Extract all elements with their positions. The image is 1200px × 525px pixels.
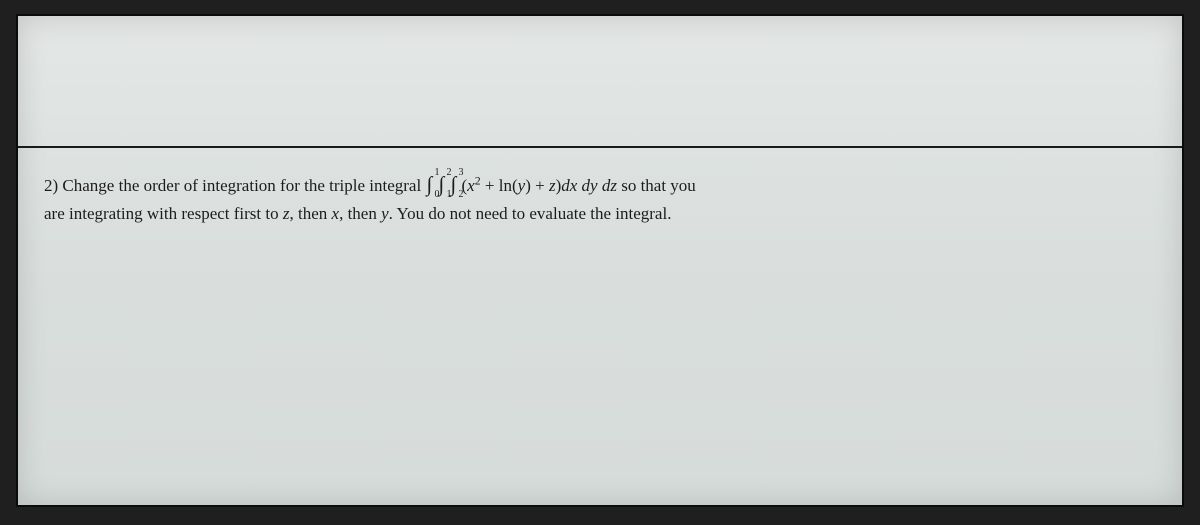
- line2-part-b: . You do not need to evaluate the integr…: [389, 204, 672, 223]
- inner-upper-limit: 3: [458, 165, 463, 181]
- question-lead-in: Change the order of integration for the …: [62, 176, 421, 195]
- inner-lower-limit: 2: [458, 187, 463, 203]
- integral-symbol-icon: ∫: [426, 172, 432, 196]
- then-1: , then: [290, 204, 328, 223]
- question-content: 2) Change the order of integration for t…: [18, 148, 1182, 227]
- integrand: (x2 + ln(y) + z)dx dy dz: [461, 176, 616, 195]
- integral-symbol-icon: ∫: [438, 172, 444, 196]
- then-2: , then: [339, 204, 377, 223]
- var-z: z: [283, 204, 290, 223]
- question-line-1: 2) Change the order of integration for t…: [44, 168, 1156, 201]
- var-y: y: [381, 204, 389, 223]
- integral-middle: ∫ 1 2: [438, 168, 444, 201]
- line2-part-a: are integrating with respect first to: [44, 204, 279, 223]
- document-screen: 2) Change the order of integration for t…: [16, 14, 1184, 507]
- question-number: 2): [44, 176, 58, 195]
- top-empty-region: [18, 16, 1182, 148]
- integral-inner: ∫ 2 3: [450, 168, 456, 201]
- integral-outer: ∫ 0 1: [426, 168, 432, 201]
- integral-symbol-icon: ∫: [450, 172, 456, 196]
- monitor-frame: 2) Change the order of integration for t…: [0, 0, 1200, 525]
- question-line-2: are integrating with respect first to z,…: [44, 201, 1156, 227]
- tail-text-1: so that you: [621, 176, 696, 195]
- triple-integral-expression: ∫ 0 1 ∫ 1 2 ∫ 2 3 (x2 + ln(y) + z)dx dy: [425, 176, 621, 195]
- var-x: x: [332, 204, 340, 223]
